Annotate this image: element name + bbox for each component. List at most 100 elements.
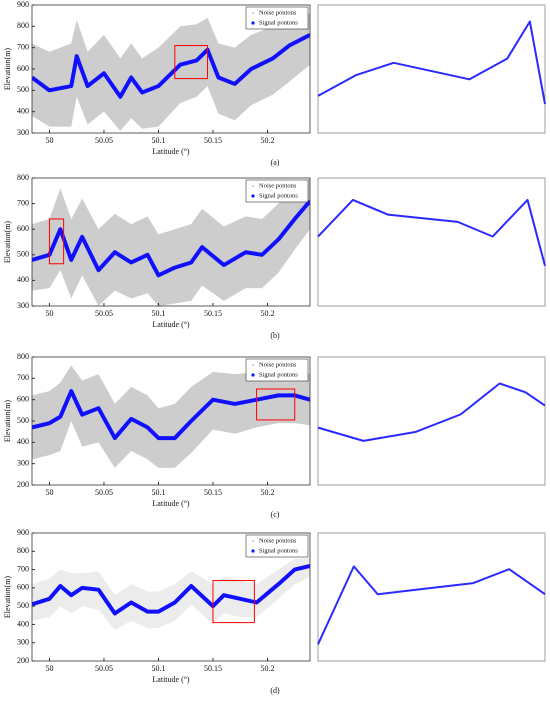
y-tick-label: 300	[17, 458, 29, 467]
legend-label: Noise pontons	[259, 361, 297, 368]
legend-marker	[251, 21, 255, 25]
x-tick-label: 50	[45, 664, 53, 673]
y-axis-label: Elevation(m)	[3, 48, 12, 91]
signal-line	[32, 389, 310, 441]
y-tick-label: 800	[17, 352, 29, 361]
legend-box	[245, 534, 309, 558]
signal-line	[32, 199, 310, 278]
zoom-signal	[317, 382, 546, 442]
y-tick-label: 800	[17, 21, 29, 30]
zoom-box	[212, 580, 255, 624]
y-tick-label: 600	[17, 64, 29, 73]
y-tick-label: 300	[17, 301, 29, 310]
y-tick-label: 300	[17, 638, 29, 647]
zoom-box	[48, 218, 65, 265]
x-tick-label: 50.05	[95, 136, 113, 145]
y-tick-label: 400	[17, 619, 29, 628]
y-tick-label: 700	[17, 42, 29, 51]
noise-band	[32, 558, 310, 630]
legend-label: Signal pontons	[259, 547, 298, 554]
y-tick-label: 700	[17, 564, 29, 573]
x-tick-label: 50.2	[260, 136, 274, 145]
legend-label: Signal pontons	[259, 19, 298, 26]
caption: (d)	[270, 686, 280, 695]
x-tick-label: 50	[45, 488, 53, 497]
zoom-box	[256, 388, 296, 421]
legend-marker	[251, 373, 255, 377]
x-axis-label: Latitude (°)	[152, 675, 190, 684]
zoom-signal	[317, 565, 546, 645]
plot-frame	[31, 532, 311, 662]
zoom-signal	[317, 20, 546, 105]
legend-marker	[252, 12, 254, 14]
x-tick-label: 50.15	[204, 309, 222, 318]
caption: (b)	[270, 331, 280, 340]
legend-marker	[251, 549, 255, 553]
x-tick-label: 50.1	[151, 309, 165, 318]
x-tick-label: 50	[45, 136, 53, 145]
x-tick-label: 50.1	[151, 136, 165, 145]
y-tick-label: 300	[17, 128, 29, 137]
legend-marker	[251, 194, 255, 198]
y-tick-label: 600	[17, 394, 29, 403]
zoom-frame	[317, 4, 546, 134]
zoom-frame	[317, 356, 546, 486]
legend-marker	[252, 364, 254, 366]
noise-band	[32, 178, 310, 306]
y-tick-label: 400	[17, 106, 29, 115]
signal-line	[32, 33, 310, 99]
y-tick-label: 400	[17, 437, 29, 446]
y-tick-label: 500	[17, 250, 29, 259]
legend-label: Noise pontons	[259, 537, 297, 544]
x-tick-label: 50.2	[260, 664, 274, 673]
y-tick-label: 800	[17, 546, 29, 555]
x-tick-label: 50.15	[204, 136, 222, 145]
zoom-signal	[317, 198, 546, 267]
legend-box	[245, 6, 309, 30]
legend-label: Signal pontons	[259, 192, 298, 199]
noise-band	[32, 365, 310, 468]
zoom-frame	[317, 532, 546, 662]
caption: (c)	[271, 510, 280, 519]
y-tick-label: 800	[17, 173, 29, 182]
y-tick-label: 900	[17, 528, 29, 537]
x-tick-label: 50.1	[151, 664, 165, 673]
x-tick-label: 50.15	[204, 664, 222, 673]
y-tick-label: 500	[17, 601, 29, 610]
legend-box	[245, 179, 309, 203]
y-tick-label: 700	[17, 198, 29, 207]
legend-label: Noise pontons	[259, 182, 297, 189]
legend-marker	[252, 185, 254, 187]
y-tick-label: 200	[17, 656, 29, 665]
x-tick-label: 50.05	[95, 664, 113, 673]
x-tick-label: 50.1	[151, 488, 165, 497]
x-tick-label: 50	[45, 309, 53, 318]
x-tick-label: 50.15	[204, 488, 222, 497]
caption: (a)	[271, 158, 280, 167]
x-tick-label: 50.2	[260, 488, 274, 497]
y-tick-label: 700	[17, 373, 29, 382]
y-tick-label: 500	[17, 416, 29, 425]
signal-line	[32, 563, 310, 616]
y-tick-label: 900	[17, 0, 29, 9]
x-axis-label: Latitude (°)	[152, 320, 190, 329]
x-axis-label: Latitude (°)	[152, 147, 190, 156]
zoom-box	[174, 45, 209, 80]
y-tick-label: 600	[17, 583, 29, 592]
x-tick-label: 50.05	[95, 488, 113, 497]
y-axis-label: Elevation(m)	[3, 576, 12, 619]
y-tick-label: 500	[17, 85, 29, 94]
y-tick-label: 200	[17, 480, 29, 489]
x-tick-label: 50.2	[260, 309, 274, 318]
legend-label: Noise pontons	[259, 9, 297, 16]
plot-frame	[31, 177, 311, 307]
legend-label: Signal pontons	[259, 371, 298, 378]
zoom-frame	[317, 177, 546, 307]
x-tick-label: 50.05	[95, 309, 113, 318]
y-tick-label: 600	[17, 224, 29, 233]
y-axis-label: Elevation(m)	[3, 400, 12, 443]
y-axis-label: Elevation(m)	[3, 221, 12, 264]
legend-box	[245, 358, 309, 382]
x-axis-label: Latitude (°)	[152, 499, 190, 508]
